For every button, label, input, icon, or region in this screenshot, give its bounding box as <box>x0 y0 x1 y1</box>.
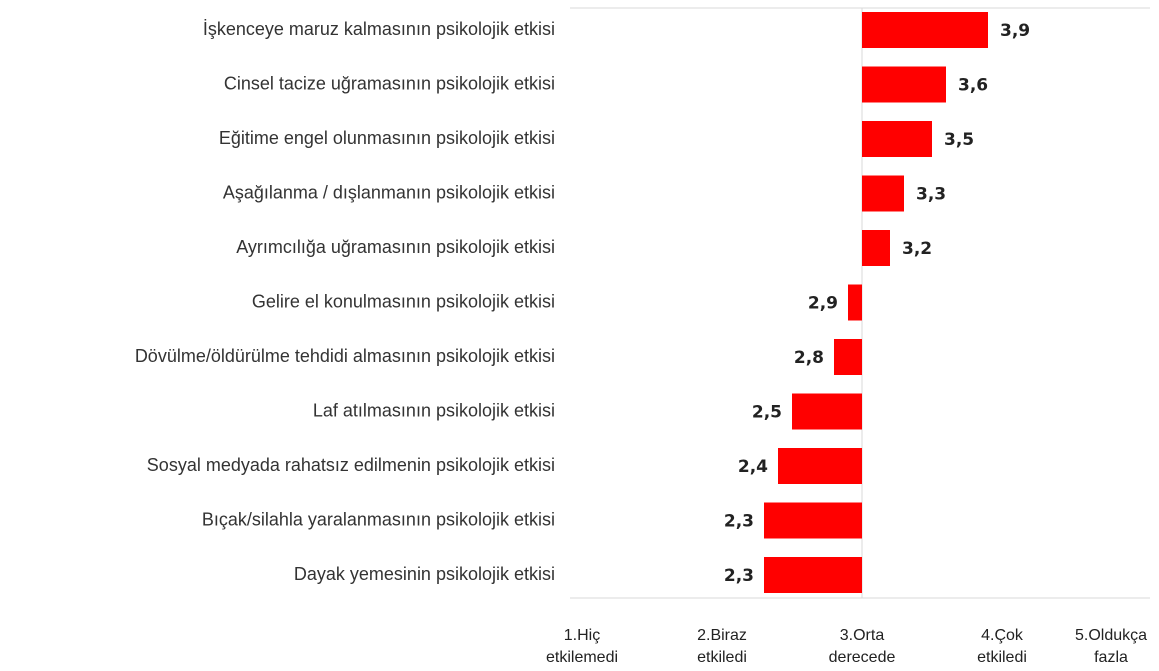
value-label: 3,3 <box>916 185 946 205</box>
category-label: Ayrımcılığa uğramasının psikolojik etkis… <box>236 237 555 257</box>
bar <box>862 121 932 157</box>
x-tick-label: 3.Orta derecede <box>829 627 896 666</box>
value-label: 2,9 <box>808 294 838 314</box>
category-label: Cinsel tacize uğramasının psikolojik etk… <box>224 73 555 93</box>
category-label: Laf atılmasının psikolojik etkisi <box>313 400 555 420</box>
value-label: 2,3 <box>724 512 754 532</box>
category-label: Gelire el konulmasının psikolojik etkisi <box>252 291 555 311</box>
x-tick-label: 5.Oldukça fazla <box>1075 627 1147 666</box>
bar <box>848 284 862 321</box>
bar <box>862 175 904 212</box>
bar <box>862 230 890 266</box>
bar <box>862 66 946 103</box>
x-tick-label: 1.Hiç etkilemedi <box>546 627 618 666</box>
category-label: İşkenceye maruz kalmasının psikolojik et… <box>203 19 555 39</box>
category-label: Dayak yemesinin psikolojik etkisi <box>294 564 555 584</box>
value-label: 2,3 <box>724 566 754 586</box>
bar <box>764 557 862 593</box>
x-tick-label: 2.Biraz etkiledi <box>697 627 747 666</box>
bar <box>792 393 862 430</box>
category-label: Aşağılanma / dışlanmanın psikolojik etki… <box>223 182 555 202</box>
category-label: Eğitime engel olunmasının psikolojik etk… <box>219 128 555 148</box>
bar <box>778 448 862 484</box>
value-label: 3,9 <box>1000 21 1030 41</box>
value-label: 2,4 <box>738 457 768 477</box>
value-label: 3,5 <box>944 130 974 150</box>
bar <box>764 502 862 539</box>
category-label: Sosyal medyada rahatsız edilmenin psikol… <box>147 455 555 475</box>
value-label: 3,2 <box>902 239 932 259</box>
category-label: Dövülme/öldürülme tehdidi almasının psik… <box>135 346 555 366</box>
bar <box>834 339 862 375</box>
x-tick-label: 4.Çok etkiledi <box>977 627 1027 666</box>
category-label: Bıçak/silahla yaralanmasının psikolojik … <box>202 509 555 529</box>
value-label: 2,8 <box>794 348 824 368</box>
value-label: 2,5 <box>752 403 782 423</box>
bar <box>862 12 988 48</box>
value-label: 3,6 <box>958 76 988 96</box>
